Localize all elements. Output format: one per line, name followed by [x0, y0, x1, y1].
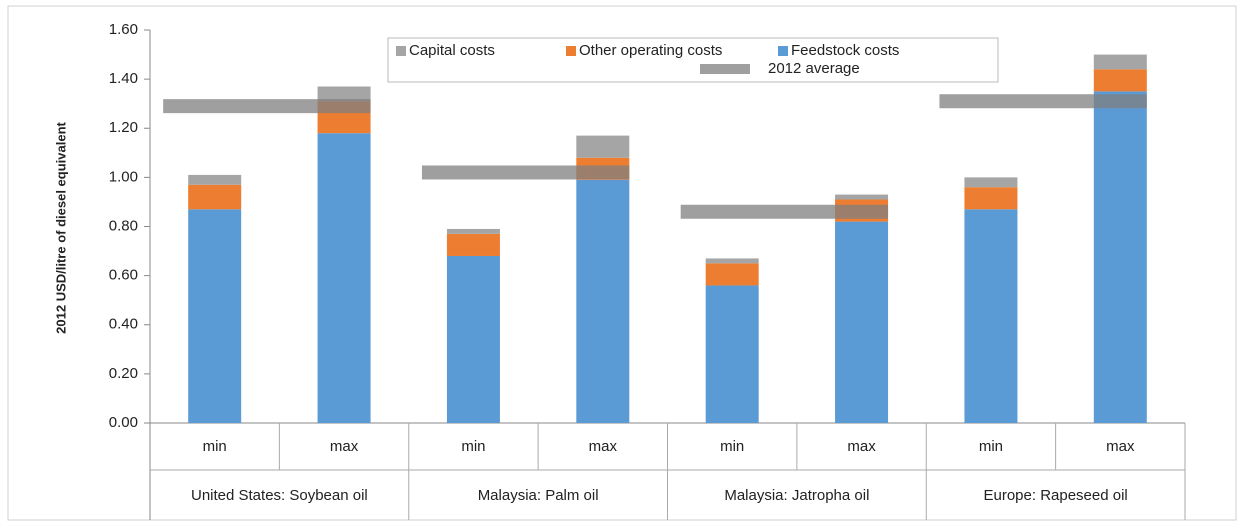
average-band — [939, 94, 1147, 109]
legend-swatch — [700, 64, 750, 74]
bar-segment — [705, 258, 759, 264]
x-tick-label: min — [979, 438, 1003, 455]
bar-segment — [705, 285, 759, 423]
group-label: Europe: Rapeseed oil — [983, 487, 1128, 504]
group-label: Malaysia: Jatropha oil — [724, 487, 870, 504]
y-tick-label: 0.80 — [109, 217, 138, 234]
y-tick-label: 1.40 — [109, 70, 138, 87]
bar-segment — [835, 194, 889, 200]
y-axis-label: 2012 USD/litre of diesel equivalent — [53, 121, 68, 333]
bar-segment — [964, 187, 1018, 210]
bar-segment — [705, 263, 759, 286]
legend-swatch — [566, 46, 576, 56]
bar-segment — [317, 86, 371, 102]
bar-segment — [1093, 91, 1147, 423]
y-tick-label: 0.00 — [109, 414, 138, 431]
y-tick-label: 0.40 — [109, 316, 138, 333]
bar-segment — [1093, 54, 1147, 70]
chart-border — [7, 5, 1237, 521]
x-tick-label: max — [330, 438, 359, 455]
average-band — [680, 204, 889, 219]
y-tick-label: 1.60 — [109, 21, 138, 38]
bar-segment — [576, 179, 630, 423]
bar-segment — [317, 133, 371, 423]
legend-label: Capital costs — [409, 42, 495, 59]
legend-label: Other operating costs — [579, 42, 722, 59]
legend-label: 2012 average — [768, 60, 860, 77]
bar-segment — [835, 221, 889, 423]
x-tick-label: max — [1106, 438, 1135, 455]
x-tick-label: max — [847, 438, 876, 455]
x-tick-label: max — [589, 438, 618, 455]
bar-segment — [576, 135, 630, 158]
legend-label: Feedstock costs — [791, 42, 899, 59]
bar-segment — [1093, 69, 1147, 92]
y-tick-label: 1.00 — [109, 168, 138, 185]
y-tick-label: 0.60 — [109, 267, 138, 284]
legend-swatch — [778, 46, 788, 56]
bar-segment — [188, 184, 242, 210]
legend-box — [387, 37, 999, 83]
y-tick-label: 0.20 — [109, 365, 138, 382]
bar-segment — [446, 233, 500, 256]
x-tick-label: min — [720, 438, 744, 455]
y-tick-label: 1.20 — [109, 119, 138, 136]
bar-segment — [964, 209, 1018, 423]
bar-segment — [964, 177, 1018, 188]
x-tick-label: min — [461, 438, 485, 455]
group-label: Malaysia: Palm oil — [477, 487, 599, 504]
average-band — [421, 165, 630, 180]
legend-swatch — [396, 46, 406, 56]
bar-segment — [188, 174, 242, 185]
group-label: United States: Soybean oil — [190, 487, 368, 504]
bar-segment — [188, 209, 242, 423]
bar-segment — [446, 255, 500, 423]
bar-segment — [446, 228, 500, 234]
x-tick-label: min — [203, 438, 227, 455]
average-band — [163, 99, 371, 114]
